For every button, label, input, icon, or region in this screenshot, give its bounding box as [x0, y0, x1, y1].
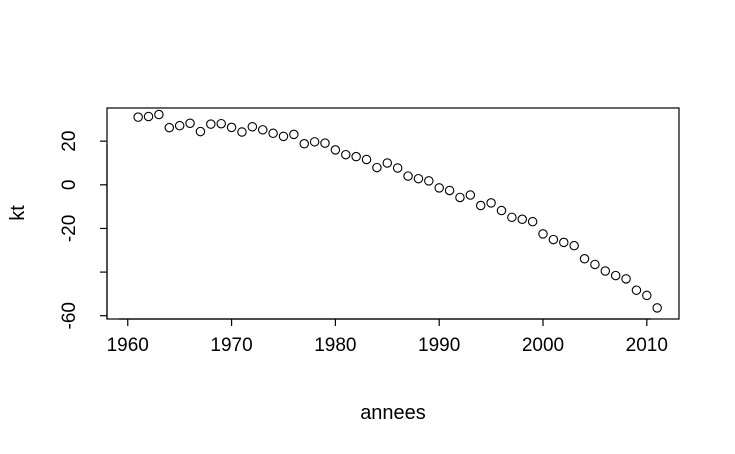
data-point [361, 154, 372, 165]
data-point [569, 240, 579, 251]
data-point [330, 145, 341, 155]
data-point [143, 111, 154, 122]
x-axis-label: annees [360, 402, 426, 424]
data-point [444, 185, 455, 196]
data-point [517, 214, 527, 225]
x-tick-label: 2010 [626, 335, 668, 356]
data-point [600, 266, 611, 276]
data-point [392, 163, 403, 173]
x-tick-label: 1980 [314, 335, 356, 356]
x-axis-ticks: 1960 1970 1980 1990 2000 2010 [107, 319, 668, 356]
data-point [465, 190, 476, 200]
data-point [206, 119, 216, 129]
data-point [174, 120, 185, 131]
data-point [289, 129, 299, 140]
data-point [341, 149, 351, 160]
y-tick-label: -60 [59, 302, 80, 329]
plot-area-box [106, 107, 680, 320]
data-point [424, 176, 434, 186]
data-point [610, 270, 621, 281]
data-point [154, 109, 164, 120]
y-axis: -60 -20 0 20 [59, 131, 108, 329]
data-point [579, 254, 590, 264]
data-point [559, 237, 569, 248]
data-point [527, 216, 538, 227]
data-point [268, 128, 278, 139]
data-point [309, 137, 320, 147]
data-point [257, 125, 268, 135]
data-point [548, 234, 559, 245]
data-point [621, 274, 631, 284]
data-point [652, 303, 662, 313]
x-tick-label: 1970 [210, 335, 252, 356]
data-point [403, 171, 413, 181]
data-point [372, 162, 382, 173]
data-point [247, 122, 258, 132]
data-point [195, 126, 206, 137]
data-point [455, 192, 465, 203]
data-point [133, 112, 143, 122]
y-tick-label: 0 [59, 180, 80, 191]
data-point [299, 139, 309, 149]
x-tick-label: 2000 [522, 335, 564, 356]
x-tick-label: 1990 [418, 335, 460, 356]
data-point [642, 290, 652, 301]
data-point [382, 158, 393, 168]
data-points [133, 109, 662, 313]
data-point [475, 200, 486, 211]
data-point [320, 138, 330, 148]
data-point [590, 259, 600, 270]
y-axis-label: kt [7, 205, 29, 221]
data-point [538, 229, 548, 239]
y-tick-label: 20 [59, 131, 80, 152]
data-point [507, 212, 517, 223]
data-point [351, 151, 361, 162]
data-point [278, 131, 289, 142]
data-point [185, 118, 195, 129]
data-point [164, 122, 175, 133]
data-point [237, 127, 247, 137]
data-point [496, 205, 507, 216]
x-tick-label: 1960 [107, 335, 149, 356]
x-axis: 1960 1970 1980 1990 2000 2010 [107, 318, 668, 356]
data-point [413, 173, 424, 184]
data-point [226, 122, 237, 133]
y-axis-ticks: -60 -20 0 20 [59, 131, 107, 329]
data-point [434, 183, 444, 193]
data-point [216, 118, 226, 129]
data-point [631, 285, 642, 295]
y-tick-label: -20 [59, 215, 80, 242]
data-point [486, 198, 496, 208]
